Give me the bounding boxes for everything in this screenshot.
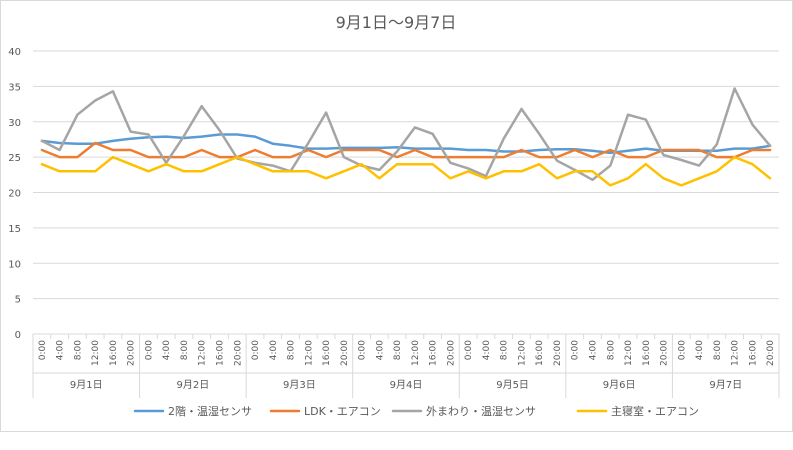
x-tick-label: 20:00 [553, 340, 563, 366]
y-tick-label: 25 [8, 153, 21, 164]
series-line-1 [40, 133, 772, 155]
x-tick-label: 20:00 [766, 340, 776, 366]
chart-title: 9月1日～9月7日 [336, 13, 457, 32]
x-tick-label: 8:00 [73, 340, 83, 360]
x-tick-label: 16:00 [109, 340, 119, 366]
x-tick-label: 0:00 [144, 340, 154, 360]
gridlines [33, 50, 779, 335]
x-day-label: 9月5日 [496, 379, 529, 391]
x-tick-label: 4:00 [162, 340, 172, 360]
y-tick-label: 30 [8, 118, 21, 129]
x-tick-label: 20:00 [127, 340, 137, 366]
x-day-label: 9月2日 [176, 379, 209, 391]
x-tick-label: 0:00 [38, 340, 48, 360]
x-tick-label: 12:00 [91, 340, 101, 366]
legend-label: 主寝室・エアコン [611, 404, 699, 418]
y-tick-label: 40 [8, 47, 21, 58]
x-tick-label: 4:00 [375, 340, 385, 360]
x-tick-label: 20:00 [446, 340, 456, 366]
x-tick-label: 16:00 [535, 340, 545, 366]
chart-frame [0, 0, 793, 432]
legend-label: 外まわり・温湿センサ [426, 405, 536, 418]
x-tick-label: 4:00 [56, 340, 66, 360]
x-tick-label: 0:00 [571, 340, 581, 360]
x-day-label: 9月7日 [709, 379, 742, 391]
x-tick-label: 16:00 [216, 340, 226, 366]
x-tick-label: 12:00 [304, 340, 314, 366]
x-tick-label: 0:00 [464, 340, 474, 360]
legend-label: LDK・エアコン [304, 405, 381, 418]
y-tick-label: 15 [8, 224, 21, 235]
x-tick-label: 12:00 [411, 340, 421, 366]
x-tick-label: 20:00 [233, 340, 243, 366]
x-tick-label: 12:00 [517, 340, 527, 366]
series-lines [40, 87, 772, 187]
x-tick-label: 8:00 [500, 340, 510, 360]
x-day-label: 9月6日 [603, 379, 636, 391]
y-tick-label: 35 [8, 82, 21, 93]
x-day-label: 9月3日 [283, 379, 316, 391]
x-tick-label: 8:00 [606, 340, 616, 360]
x-tick-label: 0:00 [251, 340, 261, 360]
x-tick-label: 4:00 [695, 340, 705, 360]
x-tick-label: 8:00 [393, 340, 403, 360]
x-day-label: 9月1日 [70, 379, 103, 391]
series-line-3 [40, 87, 772, 182]
x-tick-label: 4:00 [589, 340, 599, 360]
x-tick-label: 16:00 [748, 340, 758, 366]
y-tick-label: 0 [15, 330, 21, 341]
series-line-4 [40, 155, 772, 187]
y-tick-label: 10 [8, 259, 21, 270]
x-tick-label: 8:00 [180, 340, 190, 360]
x-tick-label: 20:00 [340, 340, 350, 366]
axes: 0 5 10 15 20 25 30 35 40 0:00 4:00 8:00 12:00 16:00 20… [8, 47, 780, 398]
x-tick-label: 4:00 [482, 340, 492, 360]
x-tick-label: 20:00 [660, 340, 670, 366]
legend-label: 2階・温湿センサ [168, 404, 252, 418]
x-tick-label: 0:00 [677, 340, 687, 360]
legend: 2階・温湿センサ LDK・エアコン 外まわり・温湿センサ 主寝室・エアコン [133, 404, 699, 418]
x-day-label: 9月4日 [390, 379, 423, 391]
x-tick-label: 12:00 [624, 340, 634, 366]
x-tick-label: 12:00 [198, 340, 208, 366]
x-tick-label: 8:00 [287, 340, 297, 360]
x-tick-label: 12:00 [731, 340, 741, 366]
y-tick-label: 5 [15, 295, 21, 306]
x-tick-label: 4:00 [269, 340, 279, 360]
x-tick-label: 16:00 [322, 340, 332, 366]
y-tick-label: 20 [8, 189, 21, 200]
x-tick-label: 8:00 [713, 340, 723, 360]
x-tick-label: 0:00 [358, 340, 368, 360]
x-tick-label: 16:00 [429, 340, 439, 366]
x-tick-label: 16:00 [642, 340, 652, 366]
